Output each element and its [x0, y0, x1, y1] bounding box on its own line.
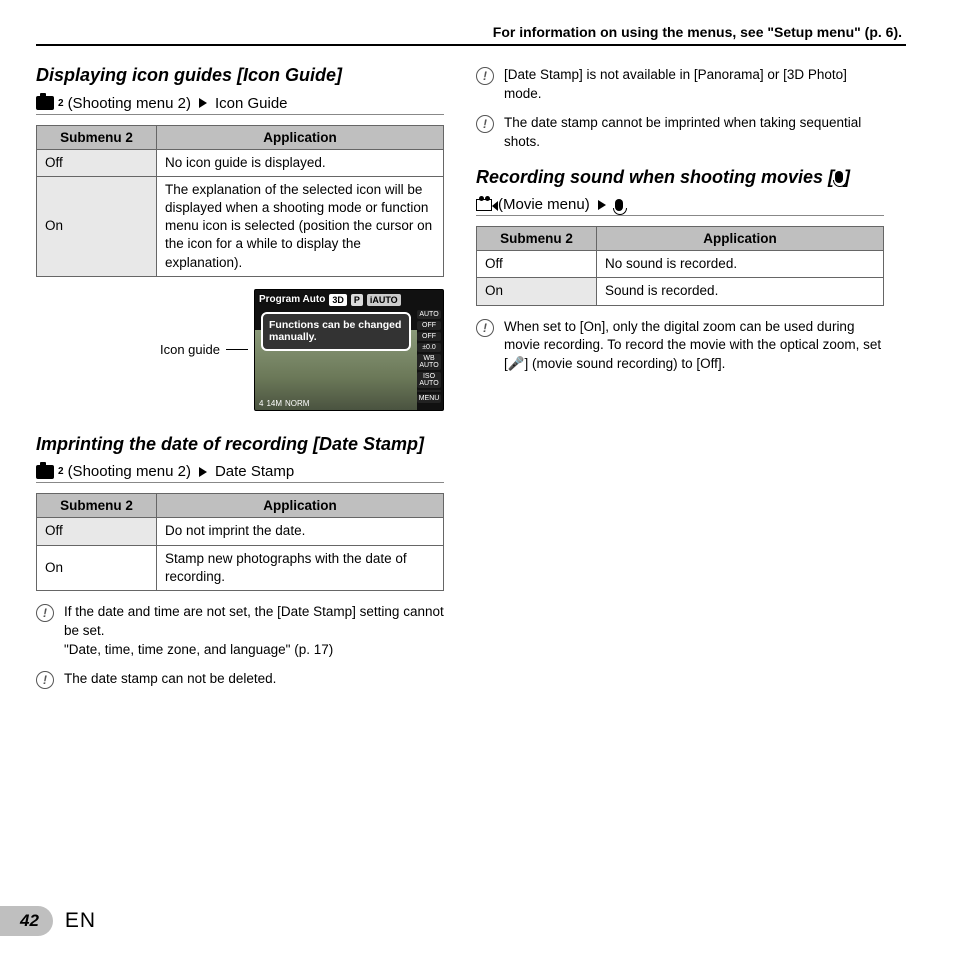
th-application: Application — [157, 494, 444, 518]
figure-label: Icon guide — [160, 342, 220, 357]
side-icon: WB AUTO — [417, 354, 441, 370]
crumb-menu: (Movie menu) — [498, 196, 590, 213]
th-submenu: Submenu 2 — [37, 494, 157, 518]
movie-icon — [476, 199, 492, 211]
caution-icon: ! — [36, 671, 54, 689]
program-label: Program Auto — [259, 294, 325, 305]
note-row: ! If the date and time are not set, the … — [36, 603, 444, 660]
caution-icon: ! — [476, 319, 494, 337]
note-text: The date stamp can not be deleted. — [64, 670, 276, 689]
th-submenu: Submenu 2 — [37, 125, 157, 149]
note-row: ! The date stamp cannot be imprinted whe… — [476, 114, 884, 152]
side-icon: OFF — [417, 332, 441, 341]
camera-icon-sub: 2 — [58, 466, 64, 477]
breadcrumb-icon-guide: 2 (Shooting menu 2) Icon Guide — [36, 95, 444, 115]
table-icon-guide: Submenu 2 Application Off No icon guide … — [36, 125, 444, 277]
caution-icon: ! — [476, 115, 494, 133]
crumb-menu: (Shooting menu 2) — [68, 95, 191, 112]
crumb-item: Date Stamp — [215, 463, 294, 480]
mode-iauto: iAUTO — [367, 294, 401, 306]
breadcrumb-date-stamp: 2 (Shooting menu 2) Date Stamp — [36, 463, 444, 483]
table-date-stamp: Submenu 2 Application Off Do not imprint… — [36, 493, 444, 591]
side-icon — [417, 390, 441, 392]
cell-on-desc: Stamp new photographs with the date of r… — [157, 545, 444, 590]
camera-icon-sub: 2 — [58, 98, 64, 109]
th-application: Application — [597, 227, 884, 251]
shot-bottom: 4 14M NORM — [259, 399, 309, 408]
cell-off-desc: Do not imprint the date. — [157, 518, 444, 545]
th-application: Application — [157, 125, 444, 149]
breadcrumb-movie-sound: (Movie menu) — [476, 196, 884, 216]
note-text: When set to [On], only the digital zoom … — [504, 318, 884, 375]
section-title-date-stamp: Imprinting the date of recording [Date S… — [36, 433, 444, 456]
caution-icon: ! — [36, 604, 54, 622]
cell-on: On — [37, 545, 157, 590]
shot-val: 14M — [266, 399, 282, 408]
microphone-icon — [615, 199, 623, 211]
header-note: For information on using the menus, see … — [36, 24, 906, 40]
figure-leader-line — [226, 349, 248, 350]
cell-on: On — [37, 176, 157, 276]
page-footer: 42 EN — [0, 906, 96, 936]
camera-icon — [36, 465, 54, 479]
crumb-menu: (Shooting menu 2) — [68, 463, 191, 480]
left-column: Displaying icon guides [Icon Guide] 2 (S… — [36, 64, 444, 699]
camera-icon — [36, 96, 54, 110]
note-row: ! The date stamp can not be deleted. — [36, 670, 444, 689]
camera-screenshot: Program Auto 3D P iAUTO Functions can be… — [254, 289, 444, 411]
table-movie-sound: Submenu 2 Application Off No sound is re… — [476, 226, 884, 305]
triangle-icon — [598, 200, 606, 210]
right-column: ! [Date Stamp] is not available in [Pano… — [476, 64, 884, 699]
figure-row: Icon guide Program Auto 3D P iAUTO Funct… — [36, 289, 444, 411]
page-language: EN — [65, 909, 96, 933]
side-icon: ±0.0 — [417, 343, 441, 352]
note-text: [Date Stamp] is not available in [Panora… — [504, 66, 884, 104]
microphone-icon — [835, 171, 843, 183]
side-icon: ISO AUTO — [417, 372, 441, 388]
shot-val: NORM — [285, 399, 309, 408]
cell-off: Off — [37, 149, 157, 176]
cell-on: On — [477, 278, 597, 305]
side-icons: AUTO OFF OFF ±0.0 WB AUTO ISO AUTO MENU — [417, 310, 441, 406]
note-row: ! [Date Stamp] is not available in [Pano… — [476, 66, 884, 104]
triangle-icon — [199, 467, 207, 477]
tooltip-bubble: Functions can be changed manually. — [261, 312, 411, 351]
mode-p: P — [351, 294, 363, 306]
caution-icon: ! — [476, 67, 494, 85]
mode-3d: 3D — [329, 294, 347, 306]
note-text: If the date and time are not set, the [D… — [64, 603, 444, 660]
page: For information on using the menus, see … — [0, 0, 954, 954]
cell-on-desc: Sound is recorded. — [597, 278, 884, 305]
columns: Displaying icon guides [Icon Guide] 2 (S… — [36, 64, 906, 699]
header-rule — [36, 44, 906, 46]
camera-top-bar: Program Auto 3D P iAUTO — [259, 292, 439, 308]
cell-on-desc: The explanation of the selected icon wil… — [157, 176, 444, 276]
side-icon: MENU — [417, 394, 441, 403]
cell-off-desc: No sound is recorded. — [597, 251, 884, 278]
th-submenu: Submenu 2 — [477, 227, 597, 251]
cell-off: Off — [477, 251, 597, 278]
crumb-item: Icon Guide — [215, 95, 288, 112]
note-row: ! When set to [On], only the digital zoo… — [476, 318, 884, 375]
side-icon: AUTO — [417, 310, 441, 319]
note-text: The date stamp cannot be imprinted when … — [504, 114, 884, 152]
page-number: 42 — [20, 911, 39, 931]
section-title-movie-sound: Recording sound when shooting movies [] — [476, 166, 884, 189]
page-number-tab: 42 — [0, 906, 53, 936]
section-title-icon-guide: Displaying icon guides [Icon Guide] — [36, 64, 444, 87]
cell-off: Off — [37, 518, 157, 545]
side-icon: OFF — [417, 321, 441, 330]
triangle-icon — [199, 98, 207, 108]
cell-off-desc: No icon guide is displayed. — [157, 149, 444, 176]
shot-val: 4 — [259, 399, 263, 408]
